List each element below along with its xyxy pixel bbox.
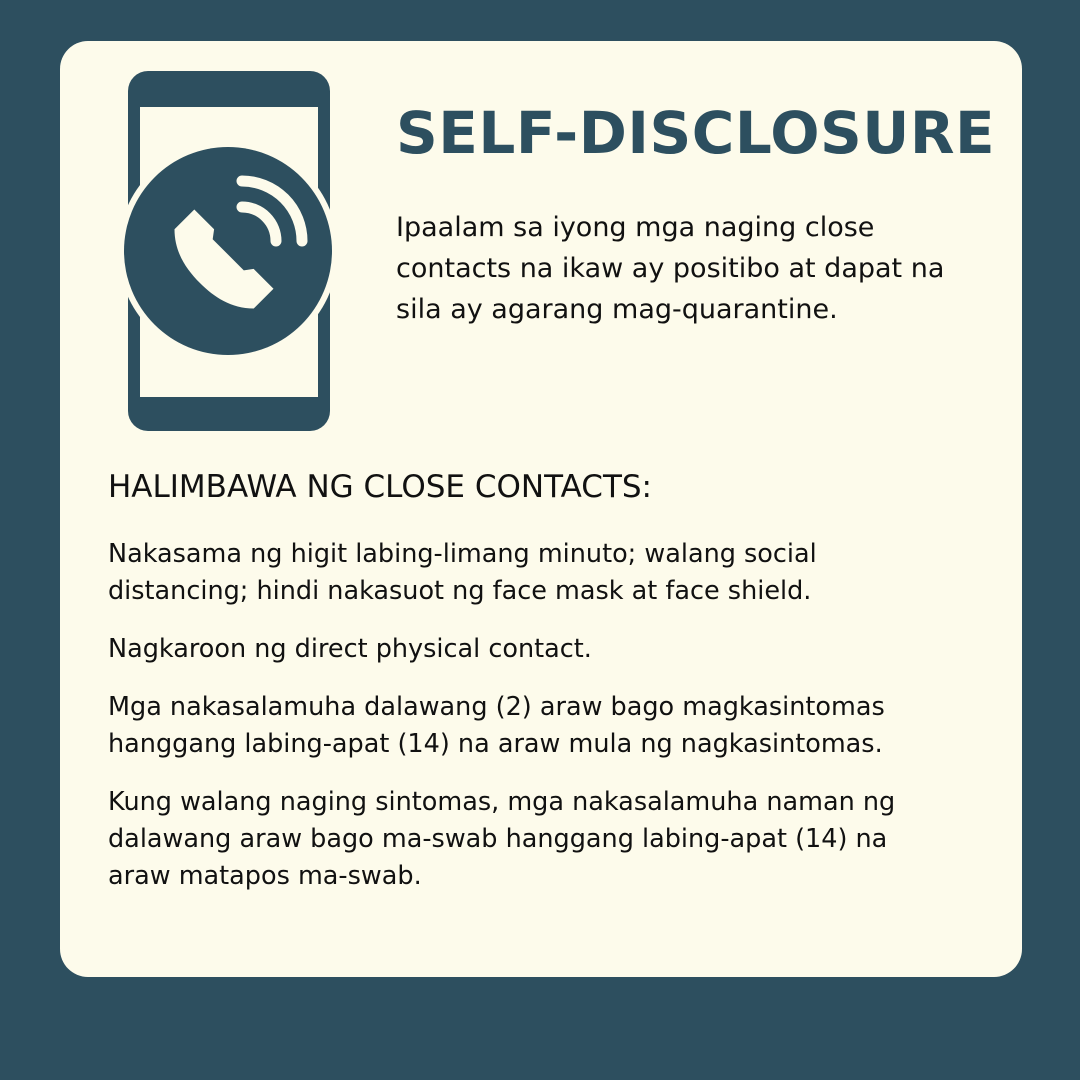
list-item: Mga nakasalamuha dalawang (2) araw bago …	[108, 692, 885, 759]
examples-list: Nakasama ng higit labing-limang minuto; …	[108, 536, 948, 916]
phone-call-icon	[122, 71, 338, 431]
list-item: Nagkaroon ng direct physical contact.	[108, 634, 592, 664]
page-title: SELF-DISCLOSURE	[396, 99, 996, 167]
intro-text: Ipaalam sa iyong mga naging close contac…	[396, 212, 945, 325]
list-item: Nakasama ng higit labing-limang minuto; …	[108, 539, 817, 606]
info-card: SELF-DISCLOSURE Ipaalam sa iyong mga nag…	[60, 41, 1022, 977]
list-item: Kung walang naging sintomas, mga nakasal…	[108, 787, 896, 891]
section-heading: HALIMBAWA NG CLOSE CONTACTS:	[108, 469, 652, 505]
